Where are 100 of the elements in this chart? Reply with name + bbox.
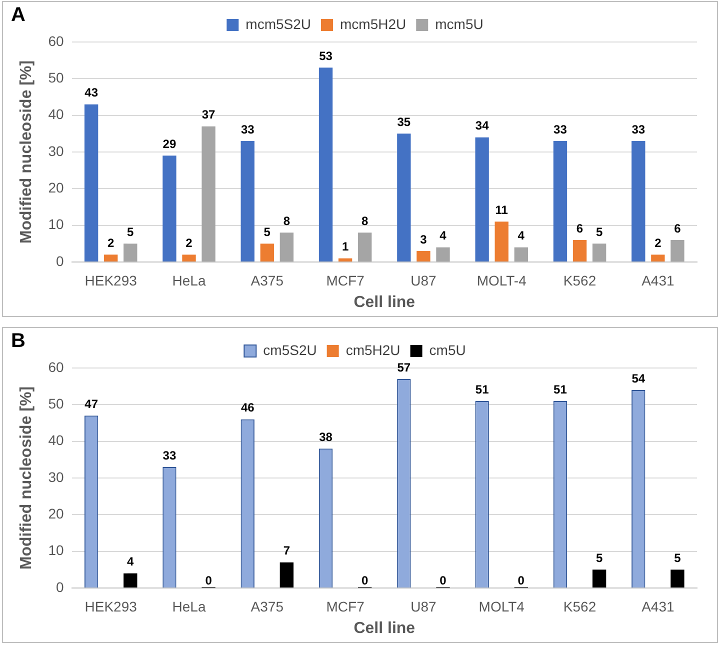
legend-label: mcm5S2U xyxy=(246,16,312,32)
data-label: 6 xyxy=(674,221,682,236)
bar xyxy=(475,137,489,262)
data-label: 51 xyxy=(554,382,568,396)
x-tick-label: HEK293 xyxy=(84,272,138,288)
x-tick-label: A375 xyxy=(250,598,284,614)
bar xyxy=(572,240,587,262)
data-label: 34 xyxy=(475,118,490,133)
bar xyxy=(514,247,528,262)
data-label: 38 xyxy=(319,430,333,444)
data-label: 5 xyxy=(674,550,682,565)
bar xyxy=(124,244,138,262)
data-label: 2 xyxy=(186,236,193,250)
data-label: 2 xyxy=(654,236,662,250)
y-tick-label: 20 xyxy=(48,506,64,522)
y-tick-label: 30 xyxy=(48,468,64,485)
legend-label: cm5U xyxy=(429,342,466,358)
data-label: 33 xyxy=(554,122,568,136)
data-label: 33 xyxy=(632,122,646,136)
x-tick-label: HEK293 xyxy=(84,598,138,614)
data-label: 8 xyxy=(283,214,290,228)
x-axis-title: Cell line xyxy=(354,620,416,637)
data-label: 43 xyxy=(84,86,98,100)
x-tick-label: K562 xyxy=(563,272,596,288)
bar xyxy=(84,104,98,262)
y-axis-title: Modified nucleoside [%] xyxy=(18,386,36,570)
data-label: 53 xyxy=(319,48,333,63)
bar xyxy=(553,141,568,262)
bar xyxy=(318,68,333,262)
bar xyxy=(651,254,665,262)
x-tick-label: A375 xyxy=(250,272,284,288)
data-label: 47 xyxy=(84,396,98,411)
data-label: 5 xyxy=(596,224,603,239)
bar xyxy=(416,251,430,262)
data-label: 6 xyxy=(576,221,584,236)
data-label: 5 xyxy=(596,550,603,565)
y-tick-label: 50 xyxy=(48,70,64,86)
y-tick-label: 30 xyxy=(48,142,64,159)
data-label: 2 xyxy=(108,236,115,250)
bar xyxy=(162,156,176,262)
y-tick-label: 10 xyxy=(48,542,64,558)
data-label: 4 xyxy=(518,228,525,243)
y-tick-label: 10 xyxy=(48,216,64,232)
data-label: 4 xyxy=(127,554,134,569)
x-tick-label: U87 xyxy=(410,272,437,288)
bar xyxy=(397,134,411,262)
y-tick-label: 50 xyxy=(48,396,64,412)
legend-label: cm5H2U xyxy=(346,342,400,358)
data-label: 33 xyxy=(240,122,255,136)
data-label: 1 xyxy=(342,240,349,254)
legend-label: cm5S2U xyxy=(263,342,317,358)
y-tick-label: 60 xyxy=(48,358,64,375)
data-label: 11 xyxy=(495,202,508,217)
legend-label: mcm5H2U xyxy=(340,16,406,32)
bar xyxy=(670,240,684,262)
bar xyxy=(124,573,138,588)
data-label: 46 xyxy=(240,400,255,415)
x-tick-label: HeLa xyxy=(172,598,206,614)
bar xyxy=(436,247,450,262)
bar xyxy=(358,232,372,262)
bar xyxy=(280,562,294,588)
legend-label: mcm5U xyxy=(435,16,484,32)
x-tick-label: MOLT-4 xyxy=(476,272,527,288)
data-label: 5 xyxy=(127,224,134,239)
data-label: 37 xyxy=(202,108,216,122)
data-label: 7 xyxy=(283,544,290,558)
data-label: 0 xyxy=(518,573,525,588)
data-label: 5 xyxy=(264,224,271,239)
bar xyxy=(280,232,294,262)
x-tick-label: K562 xyxy=(563,598,596,614)
x-tick-label: A431 xyxy=(642,272,674,288)
data-label: 51 xyxy=(475,382,490,396)
x-tick-label: MCF7 xyxy=(326,272,365,288)
data-label: 54 xyxy=(632,371,646,386)
bar xyxy=(670,570,684,588)
data-label: 0 xyxy=(440,573,447,588)
bar xyxy=(494,222,508,262)
bar xyxy=(592,244,606,262)
data-label: 0 xyxy=(362,573,369,588)
bar xyxy=(240,141,254,262)
y-tick-label: 20 xyxy=(48,180,64,196)
bar xyxy=(632,141,646,262)
chart-title: A xyxy=(11,4,26,27)
y-tick-label: 0 xyxy=(56,252,64,269)
x-tick-label: U87 xyxy=(410,598,437,614)
x-tick-label: MCF7 xyxy=(326,598,365,614)
data-label: 3 xyxy=(420,232,428,246)
y-tick-label: 0 xyxy=(56,578,64,595)
bar xyxy=(338,258,352,262)
bar xyxy=(182,254,196,262)
x-axis-title: Cell line xyxy=(354,294,416,311)
bar xyxy=(592,570,606,588)
y-tick-label: 60 xyxy=(48,32,64,49)
data-label: 29 xyxy=(162,136,176,151)
data-label: 4 xyxy=(440,228,447,243)
data-label: 8 xyxy=(362,214,369,228)
data-label: 57 xyxy=(397,360,411,374)
x-tick-label: HeLa xyxy=(172,272,206,288)
bar xyxy=(260,244,274,262)
bar xyxy=(104,254,118,262)
